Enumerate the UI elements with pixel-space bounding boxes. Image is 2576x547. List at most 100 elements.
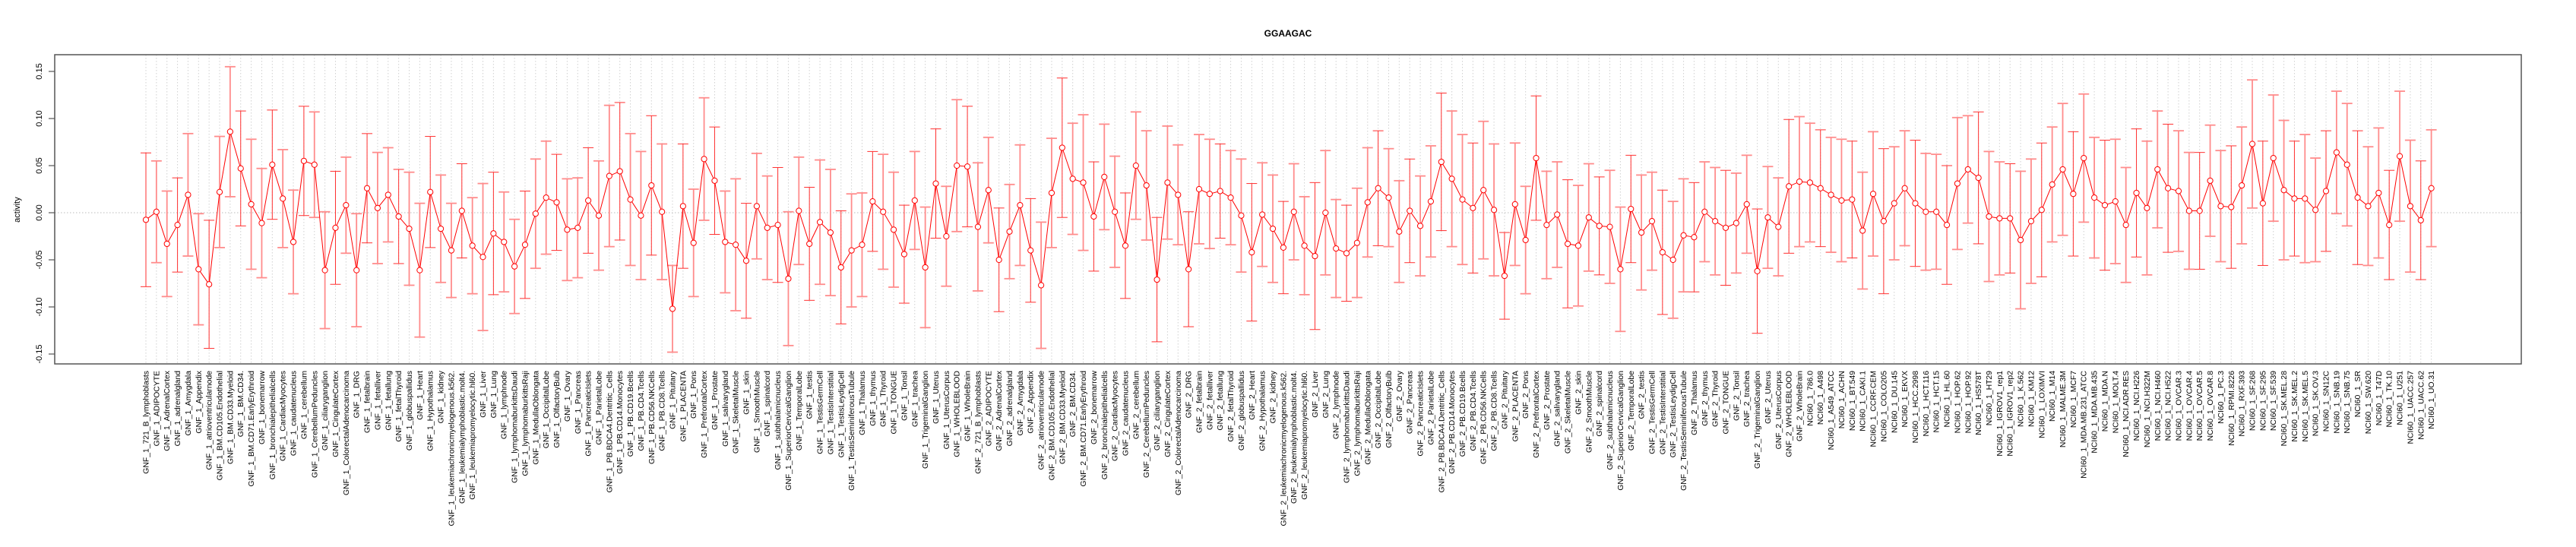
data-point [2017, 236, 2024, 244]
data-point [363, 185, 371, 191]
data-point [1470, 204, 1476, 211]
x-tick-label: GNF_2_PB.CD14.Monocytes [1448, 371, 1457, 474]
x-tick-label: NCI60_1_UO.31 [2428, 371, 2436, 429]
data-point [1849, 196, 1856, 203]
x-tick-label: GNF_1_BM.CD33.Myeloid [226, 371, 235, 464]
data-point [2196, 207, 2203, 214]
data-point [2386, 222, 2393, 229]
data-point [1490, 207, 1498, 213]
x-tick-label: GNF_1_salivarygland [722, 371, 730, 447]
x-tick-label: GNF_2_subthalamicnucleus [1606, 371, 1615, 470]
x-tick-label: GNF_1_AdrenalCortex [163, 370, 172, 451]
x-tick-label: GNF_1_Uterus [932, 371, 941, 424]
data-point [2038, 207, 2045, 213]
x-tick-label: GNF_2_SmoothMuscle [1585, 371, 1593, 453]
x-tick-label: GNF_2_MedullaOblongata [1364, 371, 1372, 465]
x-tick-label: GNF_2_TestisSeminiferousTubule [1680, 371, 1688, 491]
x-tick-label: GNF_2_PB.CD8.Tcells [1491, 371, 1499, 451]
data-point [1680, 232, 1687, 239]
data-point [185, 191, 191, 198]
data-point [1828, 191, 1834, 198]
data-point [1006, 228, 1013, 235]
x-tick-label: NCI60_1_NCI.H460 [2154, 371, 2163, 441]
data-point [2239, 182, 2245, 189]
data-point [1333, 245, 1340, 252]
x-tick-label: GNF_2_ParietalLobe [1427, 371, 1435, 445]
x-tick-label: NCI60_1_LOXIMVI [2038, 371, 2046, 438]
data-point [1480, 187, 1487, 194]
data-point [1691, 234, 1698, 241]
x-tick-label: GNF_1_Thalamus [859, 371, 867, 435]
data-point [1796, 178, 1803, 185]
data-point [2207, 177, 2214, 184]
x-tick-label: GNF_2_BM.CD33.Myeloid [1059, 371, 1067, 464]
data-point [2417, 217, 2424, 224]
x-tick-label: NCI60_1_SF.295 [2259, 371, 2267, 431]
data-point [2396, 153, 2404, 160]
x-tick-label: GNF_1_Amygdala [185, 371, 193, 436]
data-point [1175, 191, 1182, 198]
data-point [848, 247, 855, 254]
x-tick-label: GNF_1_trachea [911, 371, 919, 427]
data-point [2133, 189, 2140, 197]
data-point [1838, 197, 1845, 204]
x-tick-label: GNF_2_lymphomaburkittsDaudi [1343, 371, 1352, 483]
x-tick-label: GNF_1_Prostate [711, 371, 720, 430]
data-point [2270, 154, 2277, 162]
x-tick-label: NCI60_1_HCT.15 [1933, 371, 1941, 433]
data-point [638, 212, 644, 219]
x-tick-label: NCI60_1_OVCAR.3 [2175, 371, 2183, 441]
x-tick-label: GNF_1_WHOLEBLOOD [954, 371, 962, 457]
x-tick-label: GNF_2_BM.CD34. [1069, 371, 1078, 437]
x-tick-label: GNF_2_BM.CD105.Endothelial [1048, 371, 1056, 480]
x-tick-label: GNF_1_Pancreas [574, 371, 583, 434]
x-tick-label: NCI60_1_BT.549 [1849, 371, 1857, 431]
data-point [385, 191, 391, 198]
x-tick-label: NCI60_1_NCI.ADR.RES [2122, 371, 2131, 457]
data-point [1195, 185, 1203, 193]
data-point [1059, 144, 1065, 151]
x-tick-label: GNF_1_TestisSeminiferousTubule [848, 371, 856, 491]
data-point [1101, 173, 1108, 180]
data-point [669, 305, 676, 312]
x-tick-label: GNF_1_bonemarrow [258, 371, 267, 445]
data-point [1817, 185, 1824, 191]
x-tick-label: GNF_2_Pancreas [1407, 371, 1415, 434]
data-point [1385, 194, 1392, 201]
data-point [1438, 158, 1445, 166]
x-tick-label: NCI60_1_HL.60 [1944, 371, 1952, 428]
y-tick-label: -0.05 [35, 250, 44, 269]
data-point [553, 199, 560, 206]
x-tick-label: GNF_2_lymphomaburkittsRaji [1353, 371, 1362, 476]
data-point [679, 203, 686, 210]
data-point [880, 208, 887, 215]
x-tick-label: GNF_2_CerebellumPeduncles [1143, 371, 1151, 478]
x-tick-label: GNF_2_leukemiapromyelocytic.hl60. [1301, 371, 1309, 500]
y-tick-label: 0.10 [35, 110, 44, 126]
data-point [1154, 276, 1160, 283]
data-point [1933, 208, 1940, 215]
data-point [1416, 223, 1424, 229]
x-tick-label: GNF_1_testis [806, 371, 815, 419]
grid-lines [55, 55, 2521, 364]
data-point [2185, 207, 2192, 214]
x-tick-label: GNF_1_Heart [416, 371, 425, 420]
data-point [1901, 185, 1908, 191]
data-point [922, 264, 929, 271]
x-tick-label: NCI60_1_OVCAR.8 [2207, 371, 2215, 441]
x-tick-label: NCI60_1_M14 [2049, 371, 2057, 422]
x-tick-label: GNF_1_PB.CD56.NKCells [648, 371, 657, 464]
data-point [859, 242, 866, 248]
y-tick-label: 0.15 [35, 63, 44, 79]
x-tick-label: NCI60_1_CCRF.CEM [1870, 371, 1878, 447]
x-tick-label: GNF_2_Hypothalamus [1259, 371, 1267, 451]
x-tick-label: GNF_1_cerebellum [300, 371, 309, 439]
x-tick-label: NCI60_1_SNB.75 [2343, 371, 2352, 434]
data-point [416, 267, 423, 274]
activity-series [142, 128, 2435, 312]
x-tick-label: GNF_1_caudatenucleus [290, 371, 299, 456]
x-tick-label: GNF_1_fetallung [385, 371, 393, 431]
data-point [1880, 218, 1887, 225]
data-point [1448, 175, 1455, 182]
x-tick-label: GNF_2_PB.CD19.Bcells [1459, 371, 1467, 457]
